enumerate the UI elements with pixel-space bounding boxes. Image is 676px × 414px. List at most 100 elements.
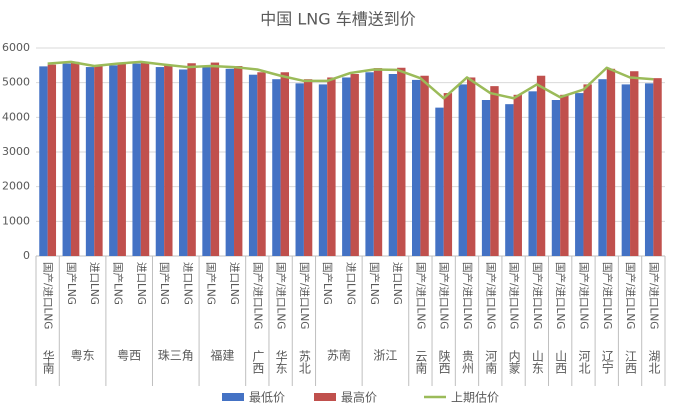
x-tick-label: 进口LNG: [88, 262, 100, 305]
group-label: 山东: [530, 350, 544, 374]
x-tick-label: 进口LNG: [228, 262, 240, 305]
x-tick-label: 国产/进口LNG: [508, 262, 521, 329]
bar: [397, 67, 406, 256]
bar: [248, 74, 258, 257]
bar: [187, 63, 196, 257]
bar: [513, 94, 522, 256]
y-tick-label: 0: [23, 249, 30, 262]
group-label: 湖北: [647, 349, 661, 375]
bar: [420, 75, 429, 256]
bar: [132, 63, 141, 256]
x-tick-label: 国产/进口LNG: [624, 262, 637, 329]
bar: [560, 94, 569, 256]
bar: [62, 63, 71, 256]
bar: [303, 79, 313, 256]
x-tick-label: 国产/进口LNG: [438, 262, 451, 329]
bar: [70, 61, 80, 256]
bar: [575, 93, 584, 256]
bar: [140, 61, 150, 256]
bar: [85, 67, 95, 256]
group-label: 广西: [251, 350, 265, 374]
bar: [202, 67, 211, 256]
x-tick-label: 国产/进口LNG: [298, 262, 311, 329]
x-tick-label: 国产/进口LNG: [554, 262, 567, 329]
x-tick-label: 国产LNG: [321, 262, 334, 305]
bar: [350, 74, 359, 256]
bar: [598, 79, 607, 256]
bar: [505, 104, 514, 256]
x-tick-label: 国产LNG: [205, 262, 218, 305]
chart-title: 中国 LNG 车槽送到价: [260, 10, 415, 29]
group-label: 辽宁: [600, 350, 614, 374]
bar: [583, 84, 592, 257]
legend-swatch: [222, 393, 244, 401]
x-tick-label: 国产/进口LNG: [414, 262, 427, 329]
group-label: 陕西: [437, 349, 451, 374]
bar: [490, 86, 499, 256]
x-tick-label: 国产/进口LNG: [647, 262, 660, 329]
bar: [365, 72, 374, 257]
y-tick-label: 3000: [2, 145, 30, 158]
bar: [481, 100, 491, 256]
bar: [318, 84, 328, 257]
group-label: 粤东: [71, 348, 95, 363]
bar: [280, 72, 289, 257]
bar: [373, 68, 383, 257]
x-tick-label: 国产LNG: [368, 262, 381, 305]
bar: [272, 79, 281, 256]
group-label: 华南: [41, 350, 55, 374]
bar: [528, 91, 537, 256]
y-tick-label: 1000: [2, 214, 30, 227]
bar: [644, 83, 654, 256]
x-tick-label: 进口LNG: [135, 262, 147, 305]
x-tick-label: 国产LNG: [65, 262, 78, 305]
group-label: 福建: [210, 348, 234, 363]
group-label: 河北: [577, 350, 591, 375]
y-tick-label: 5000: [2, 76, 30, 89]
bar: [155, 67, 165, 256]
x-tick-label: 进口LNG: [181, 262, 193, 305]
x-tick-label: 国产/进口LNG: [42, 262, 55, 329]
group-label: 贵州: [460, 350, 474, 374]
legend-label: 上期估价: [451, 391, 499, 405]
bar: [39, 66, 48, 256]
x-tick-label: 国产LNG: [112, 262, 125, 305]
bar: [94, 65, 103, 256]
bar: [458, 84, 467, 257]
bar: [164, 65, 173, 256]
line: [47, 60, 654, 100]
bar: [210, 62, 220, 257]
bar: [435, 107, 444, 256]
y-tick-label: 6000: [2, 41, 30, 54]
group-label: 内蒙: [507, 350, 521, 374]
bar: [388, 74, 398, 256]
group-label: 粤西: [117, 348, 141, 363]
bar: [653, 78, 662, 256]
x-tick-label: 国产/进口LNG: [484, 262, 497, 329]
bar: [621, 84, 631, 257]
x-tick-label: 国产/进口LNG: [601, 262, 614, 329]
x-tick-label: 国产/进口LNG: [577, 262, 590, 329]
x-tick-label: 国产/进口LNG: [275, 262, 288, 329]
bar: [295, 83, 304, 256]
group-label: 珠三角: [158, 349, 194, 363]
bar: [466, 77, 476, 256]
bar: [179, 69, 188, 256]
bar: [630, 71, 639, 256]
group-label: 云南: [414, 350, 428, 374]
legend-label: 最高价: [341, 390, 377, 405]
bar: [117, 63, 126, 256]
y-tick-label: 2000: [2, 180, 30, 193]
x-tick-label: 国产LNG: [158, 262, 171, 305]
x-tick-label: 国产/进口LNG: [461, 262, 474, 329]
bar: [257, 72, 266, 257]
bar: [412, 79, 421, 256]
bar: [551, 100, 561, 256]
bar: [443, 93, 453, 256]
x-tick-label: 国产/进口LNG: [251, 262, 264, 329]
group-label: 苏北: [297, 350, 311, 375]
x-tick-label: 进口LNG: [345, 262, 357, 305]
group-label: 苏南: [327, 348, 351, 363]
x-tick-label: 进口LNG: [391, 262, 403, 305]
bar: [225, 68, 235, 256]
